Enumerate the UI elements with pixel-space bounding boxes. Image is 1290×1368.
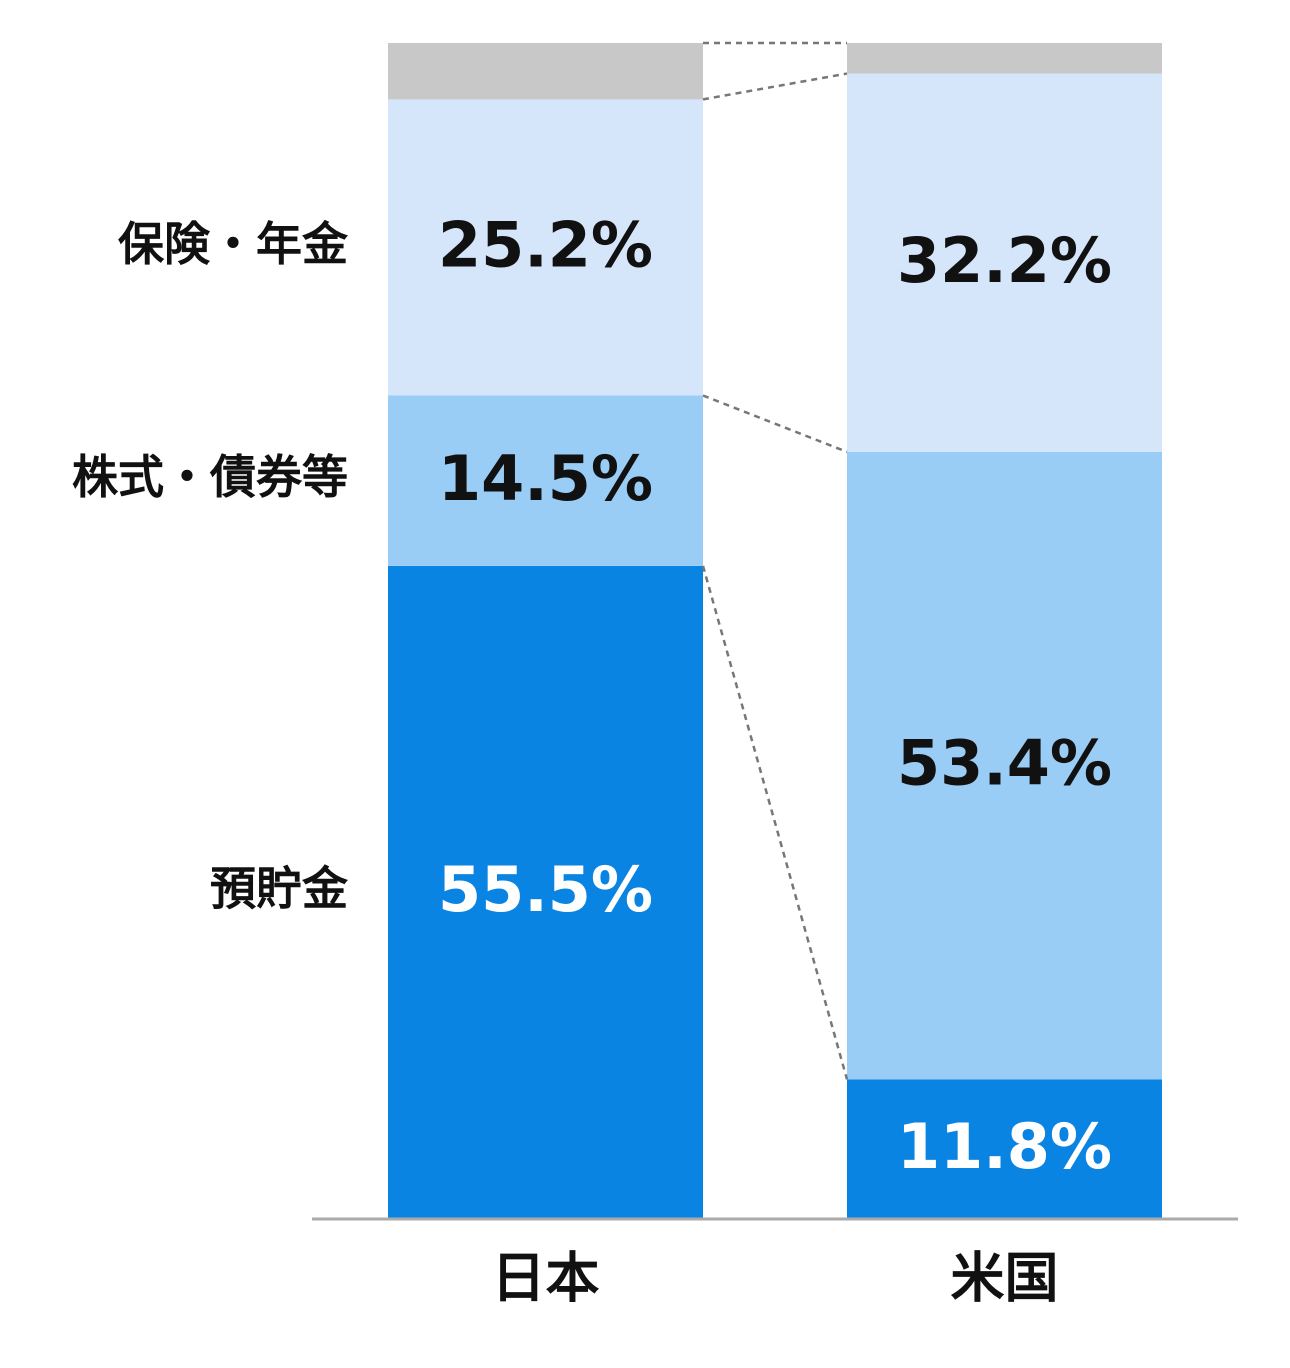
bar-segment — [847, 451, 1162, 1080]
legend-label: 預貯金 — [210, 861, 349, 915]
connector — [702, 72, 848, 101]
legend-label: 保険・年金 — [118, 217, 349, 271]
value-label: 14.5% — [438, 442, 653, 515]
bar-segment — [388, 99, 703, 396]
value-label: 53.4% — [897, 727, 1112, 800]
bar-segment — [847, 43, 1162, 74]
value-label: 55.5% — [438, 853, 653, 926]
x-tick-label: 米国 — [951, 1247, 1059, 1310]
bar-segment — [847, 1079, 1162, 1218]
value-label: 32.2% — [897, 224, 1112, 297]
connector — [701, 565, 849, 1080]
legend-label: 株式・債券等 — [72, 450, 348, 504]
bar-segment — [388, 395, 703, 566]
connector — [702, 394, 848, 454]
bar-segment — [388, 43, 703, 100]
value-label: 11.8% — [897, 1110, 1112, 1183]
bar-segment — [847, 73, 1162, 452]
value-label: 25.2% — [438, 209, 653, 282]
bar-segment — [388, 565, 703, 1218]
x-tick-label: 日本 — [492, 1247, 600, 1310]
